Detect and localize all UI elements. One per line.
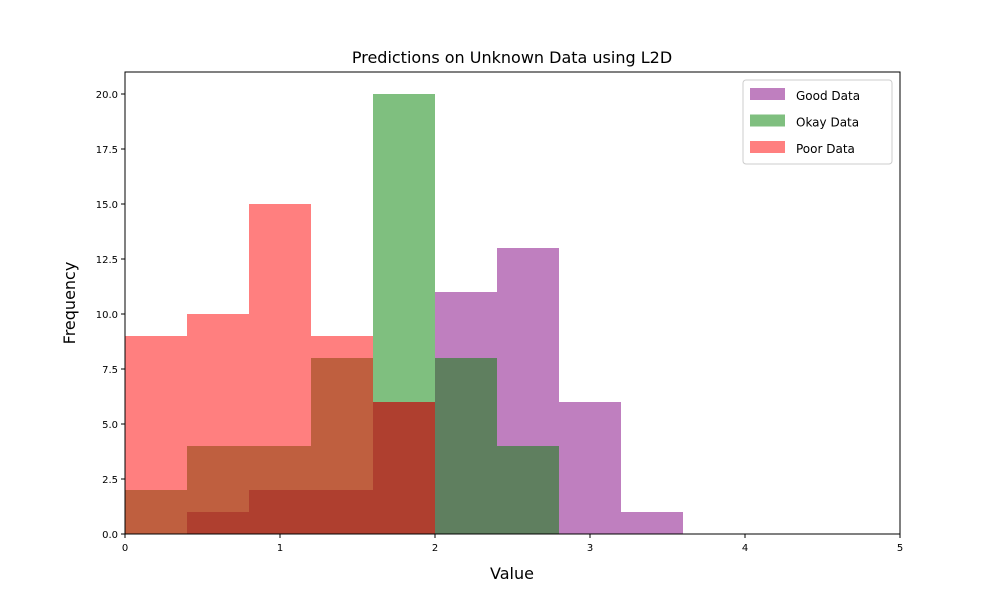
x-tick-label: 4 (742, 543, 748, 554)
plot-frame (124, 71, 901, 535)
y-tick-label: 7.5 (102, 365, 118, 376)
legend: Good Data Okay Data Poor Data (742, 79, 893, 165)
x-tick-label: 2 (432, 543, 438, 554)
y-axis-label: Frequency (60, 262, 79, 345)
bar-poor-data-4 (373, 402, 435, 534)
y-tick-label: 12.5 (96, 255, 118, 266)
y-tick-label: 15.0 (96, 200, 118, 211)
y-axis: 0.0 2.5 5.0 7.5 10.0 12.5 15.0 17.5 20.0 (96, 90, 125, 541)
bar-poor-data-3 (311, 336, 373, 534)
bar-okay-data-5 (435, 358, 497, 534)
bar-poor-data-2 (249, 204, 311, 534)
x-tick-label: 0 (122, 543, 128, 554)
x-tick-label: 1 (277, 543, 283, 554)
x-tick-label: 5 (897, 543, 903, 554)
x-axis: 0 1 2 3 4 5 (122, 534, 903, 554)
bar-okay-data-6 (497, 446, 559, 534)
y-tick-label: 20.0 (96, 90, 118, 101)
bar-poor-data-1 (187, 314, 249, 534)
x-axis-label: Value (490, 564, 534, 583)
bars-layer (125, 94, 683, 534)
legend-swatch-okay-data (750, 114, 785, 127)
bar-good-data-7 (559, 402, 621, 534)
bar-poor-data-0 (125, 336, 187, 534)
legend-swatch-good-data (750, 88, 785, 100)
y-tick-label: 2.5 (102, 475, 118, 486)
y-tick-label: 17.5 (96, 145, 118, 156)
chart-title: Predictions on Unknown Data using L2D (352, 48, 672, 67)
y-tick-label: 10.0 (96, 310, 118, 321)
legend-swatch-poor-data (750, 141, 785, 153)
y-tick-label: 0.0 (102, 530, 118, 541)
x-tick-label: 3 (587, 543, 593, 554)
legend-label-good-data: Good Data (796, 89, 860, 103)
legend-label-poor-data: Poor Data (796, 142, 855, 156)
legend-label-okay-data: Okay Data (796, 116, 859, 130)
y-tick-label: 5.0 (102, 420, 118, 431)
bar-good-data-8 (621, 512, 683, 534)
